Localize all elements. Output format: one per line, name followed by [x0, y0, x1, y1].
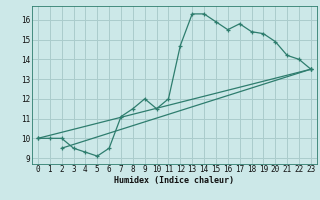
X-axis label: Humidex (Indice chaleur): Humidex (Indice chaleur) [115, 176, 234, 185]
